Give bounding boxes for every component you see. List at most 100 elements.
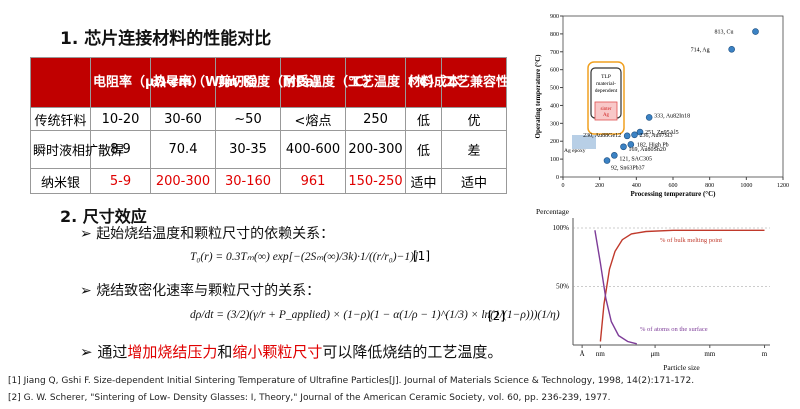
header-cell: 耐受温度（℃）: [280, 57, 377, 108]
region: [587, 61, 625, 135]
point-label: 813, Cu: [714, 30, 733, 36]
table-cell: 200-300: [345, 130, 406, 169]
data-point: [620, 143, 627, 151]
conclusion-part: 可以降低烧结的工艺温度。: [322, 343, 503, 361]
table-cell: 30-35: [215, 130, 281, 169]
y-tick-label: 200: [550, 139, 559, 145]
table-cell: 30-160: [215, 168, 281, 194]
legend-label: % of atoms on the surface: [640, 326, 708, 333]
point-label: 251, Zn95Al5: [645, 130, 679, 136]
y-tick-label: 700: [550, 50, 559, 56]
table-cell: 200-300: [150, 168, 216, 194]
table-cell: 优: [441, 107, 507, 131]
point-label: 236, Au97Si3: [640, 133, 673, 139]
y-tick-label: 800: [550, 32, 559, 38]
region: [594, 101, 618, 121]
annotation: Ag epoxy: [564, 148, 586, 154]
region: [572, 135, 596, 149]
table-cell: 低: [405, 130, 442, 169]
section-title: 1. 芯片连接材料的性能对比: [60, 29, 272, 49]
table-cell: 400-600: [280, 130, 346, 169]
x-tick-label: 800: [705, 183, 714, 189]
table-cell: 8.9: [90, 130, 151, 169]
point-label: 121, SAC305: [619, 156, 652, 162]
y-tick-label: 400: [550, 103, 559, 109]
table-cell: 250: [345, 107, 406, 131]
x-tick-label: nm: [596, 350, 606, 358]
table-cell: 差: [441, 130, 507, 169]
table-cell: ~50: [215, 107, 281, 131]
conclusion: 通过增加烧结压力和缩小颗粒尺寸可以降低烧结的工艺温度。: [80, 341, 502, 362]
table-cell: 10-20: [90, 107, 151, 131]
formula: dρ/dt = (3/2)(γ/r + P_applied) × (1−ρ)(1…: [190, 309, 560, 321]
x-tick-label: μm: [650, 350, 660, 358]
table-cell: 5-9: [90, 168, 151, 194]
data-point: [752, 28, 759, 35]
conclusion-part: 增加烧结压力: [127, 343, 218, 361]
scatter-chart: 0 200 400 600 800 1000 1200 0 100 200 300 400 500 600…: [534, 14, 789, 198]
header-cell: [30, 57, 91, 108]
y-tick-label: 600: [550, 68, 559, 74]
table-row: 瞬时液相扩散焊 8.9 70.4 30-35 400-600 200-300 低差: [30, 130, 507, 169]
y-tick-label: 900: [550, 14, 559, 20]
data-point: [603, 157, 611, 164]
table-cell: 70.4: [150, 130, 216, 169]
y-tick-label: 50%: [556, 283, 569, 291]
table-row: 纳米银 5-9 200-300 30-160 961 150-250 适中 适中: [30, 168, 507, 194]
data-point: [631, 131, 638, 139]
data-point: [728, 45, 735, 53]
annotation: dependent: [595, 88, 618, 94]
data-point: [645, 114, 653, 121]
data-point: [636, 128, 644, 136]
formula-ref: [2]: [488, 309, 505, 323]
conclusion-part: 通过: [97, 343, 128, 361]
y-tick-label: 300: [550, 121, 559, 127]
table-cell: 150-250: [345, 168, 406, 194]
bullet: 烧结致密化速率与颗粒尺寸的关系：: [80, 280, 320, 300]
header-cell: 工艺温度（℃）: [345, 57, 442, 108]
x-tick-label: 1200: [777, 183, 789, 189]
point-label: 169, Au80Sn20: [629, 147, 666, 153]
x-tick-label: m: [762, 350, 768, 358]
comparison-table: 电阻率（μΩ·cm） 热导率（W/m·K） 剪切强度（MPa） 耐受温度（℃） 工艺温度…: [30, 57, 509, 194]
table-cell: 961: [280, 168, 346, 194]
legend-label: % of bulk melting point: [660, 237, 722, 244]
table-cell: 瞬时液相扩散焊: [30, 130, 124, 169]
section-title: 2. 尺寸效应: [60, 207, 147, 226]
table-cell: 适中: [441, 168, 507, 194]
point-label: 333, Au82In18: [654, 113, 690, 119]
annotation: sinter: [600, 107, 611, 112]
annotation: Ag: [603, 113, 610, 118]
series-line: [599, 229, 765, 342]
annotation: TLP: [601, 74, 611, 80]
header-cell: 工艺兼容性: [441, 57, 509, 108]
x-axis-label: Particle size: [663, 363, 700, 372]
point-label: 92, Sn63Pb37: [611, 166, 645, 172]
bullet: 起始烧结温度和颗粒尺寸的依赖关系：: [80, 223, 334, 243]
x-tick-label: 600: [669, 183, 678, 189]
y-tick-label: 500: [550, 86, 559, 92]
header-cell: 材料成本: [405, 57, 460, 108]
reference: [1] Jiang Q, Gshi F. Size-dependent Init…: [8, 376, 695, 386]
x-tick-label: Å: [580, 350, 585, 358]
point-label: 714, Ag: [691, 47, 710, 53]
header-cell: 电阻率（μΩ·cm）: [90, 57, 205, 108]
data-point: [627, 141, 635, 148]
table-cell: 低: [405, 107, 442, 131]
y-axis-label: Percentage: [536, 207, 570, 216]
formula: T₀(r) = 0.3Tₘ(∞) exp[−(2Sₘ(∞)/3k)·1/((r/…: [190, 251, 419, 263]
conclusion-part: 和: [217, 343, 233, 361]
annotation: material-: [596, 81, 616, 87]
table-cell: <熔点: [280, 107, 346, 131]
table-cell: 30-60: [150, 107, 216, 131]
x-tick-label: mm: [704, 350, 715, 358]
header-cell: 热导率（W/m·K）: [150, 57, 266, 108]
header-cell: 剪切强度（MPa）: [215, 57, 327, 108]
data-point: [611, 152, 618, 159]
x-tick-label: 200: [595, 183, 604, 189]
x-tick-label: 400: [632, 183, 641, 189]
reference: [2] G. W. Scherer, "Sintering of Low- De…: [8, 393, 611, 403]
point-label: 230, Au88Ge12: [583, 133, 621, 139]
